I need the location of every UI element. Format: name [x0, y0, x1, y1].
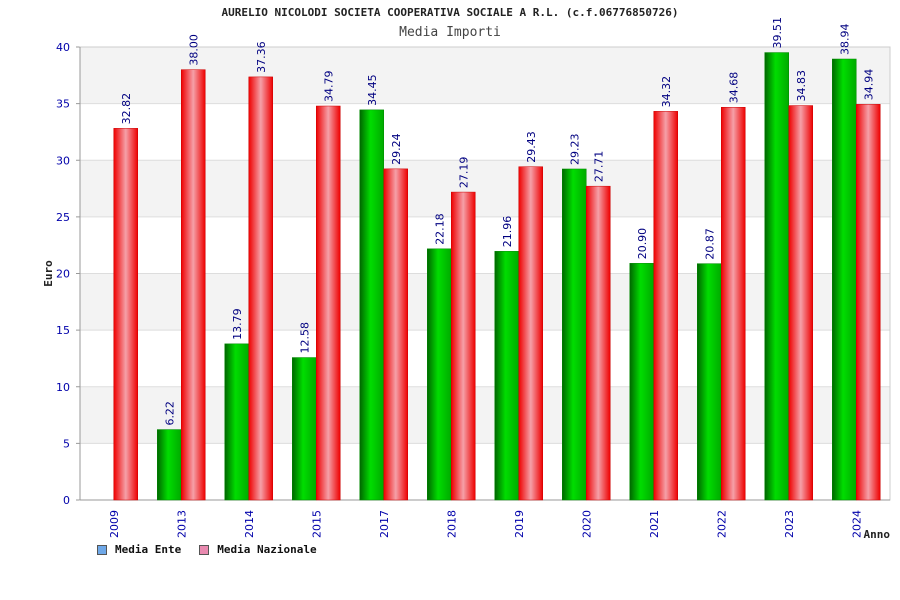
data-label: 12.58	[298, 322, 311, 354]
y-tick-label: 15	[56, 324, 70, 337]
x-tick-label: 2019	[513, 510, 526, 538]
x-tick-label: 2018	[445, 510, 458, 538]
data-label: 29.23	[568, 133, 581, 165]
y-axis-title: Euro	[42, 260, 55, 287]
data-label: 34.32	[660, 76, 673, 108]
x-tick-label: 2017	[378, 510, 391, 538]
data-label: 13.79	[231, 308, 244, 340]
x-tick-label: 2023	[783, 510, 796, 538]
y-tick-label: 35	[56, 98, 70, 111]
data-label: 27.19	[457, 157, 470, 189]
legend-label-ente: Media Ente	[115, 543, 182, 556]
bar-media-ente	[764, 52, 789, 501]
bar-media-nazionale	[586, 185, 611, 501]
bar-media-nazionale	[181, 69, 206, 501]
data-label: 34.45	[366, 74, 379, 106]
bar-media-nazionale	[316, 105, 341, 501]
data-label: 27.71	[592, 151, 605, 183]
bar-media-nazionale	[383, 168, 408, 501]
plot-band	[80, 386, 890, 444]
data-label: 32.82	[120, 93, 133, 125]
data-label: 29.24	[390, 133, 403, 165]
bar-media-nazionale	[113, 128, 138, 501]
data-label: 20.87	[703, 228, 716, 260]
bar-media-nazionale	[788, 105, 813, 501]
bar-media-ente	[224, 343, 249, 501]
chart-subtitle: Media Importi	[399, 25, 501, 40]
x-tick-label: 2015	[310, 510, 323, 538]
x-axis-title: Anno	[864, 528, 891, 541]
x-tick-label: 2013	[175, 510, 188, 538]
bar-media-ente	[562, 168, 587, 501]
x-tick-label: 2020	[580, 510, 593, 538]
bar-media-nazionale	[248, 76, 273, 501]
bar-media-ente	[629, 263, 654, 501]
plot-band	[80, 273, 890, 331]
bar-media-ente	[697, 263, 722, 501]
data-label: 34.79	[322, 71, 335, 103]
bar-media-ente	[359, 109, 384, 501]
bar-media-ente	[427, 248, 452, 501]
plot-band	[80, 443, 890, 500]
data-label: 22.18	[433, 213, 446, 245]
y-tick-label: 30	[56, 154, 70, 167]
legend-swatch-ente	[97, 544, 107, 555]
data-label: 34.83	[795, 70, 808, 102]
bar-media-ente	[157, 429, 182, 501]
legend-item-nazionale: Media Nazionale	[199, 543, 317, 556]
plot-band	[80, 330, 890, 387]
x-tick-label: 2014	[243, 510, 256, 538]
bar-media-ente	[292, 357, 317, 501]
bar-media-nazionale	[721, 106, 746, 501]
bar-media-nazionale	[518, 166, 543, 501]
bar-media-nazionale	[856, 104, 881, 501]
data-label: 37.36	[255, 41, 268, 73]
legend-item-ente: Media Ente	[97, 543, 181, 556]
data-label: 29.43	[525, 131, 538, 163]
plot-band	[80, 103, 890, 161]
bar-media-ente	[494, 251, 519, 501]
plot-band	[80, 160, 890, 217]
data-label: 38.00	[187, 34, 200, 66]
data-label: 39.51	[771, 17, 784, 49]
y-tick-label: 10	[56, 381, 70, 394]
data-label: 20.90	[636, 228, 649, 260]
y-tick-label: 0	[63, 494, 70, 507]
y-tick-label: 40	[56, 41, 70, 54]
x-tick-label: 2024	[850, 510, 863, 538]
data-label: 34.68	[727, 72, 740, 104]
chart-legend: Media Ente Media Nazionale	[97, 543, 317, 556]
bar-media-ente	[832, 58, 857, 501]
x-tick-label: 2009	[108, 510, 121, 538]
bar-media-nazionale	[653, 111, 678, 501]
y-tick-label: 5	[63, 437, 70, 450]
chart-title: AURELIO NICOLODI SOCIETA COOPERATIVA SOC…	[221, 6, 679, 19]
data-label: 38.94	[838, 24, 851, 56]
plot-band	[80, 216, 890, 274]
data-label: 21.96	[501, 216, 514, 248]
data-label: 6.22	[163, 401, 176, 426]
y-tick-label: 25	[56, 211, 70, 224]
plot-band	[80, 47, 890, 104]
y-tick-label: 20	[56, 268, 70, 281]
legend-label-nazionale: Media Nazionale	[217, 543, 317, 556]
legend-swatch-nazionale	[199, 544, 210, 555]
x-tick-label: 2021	[648, 510, 661, 538]
data-label: 34.94	[862, 69, 875, 101]
bar-media-nazionale	[451, 191, 476, 501]
x-tick-label: 2022	[715, 510, 728, 538]
